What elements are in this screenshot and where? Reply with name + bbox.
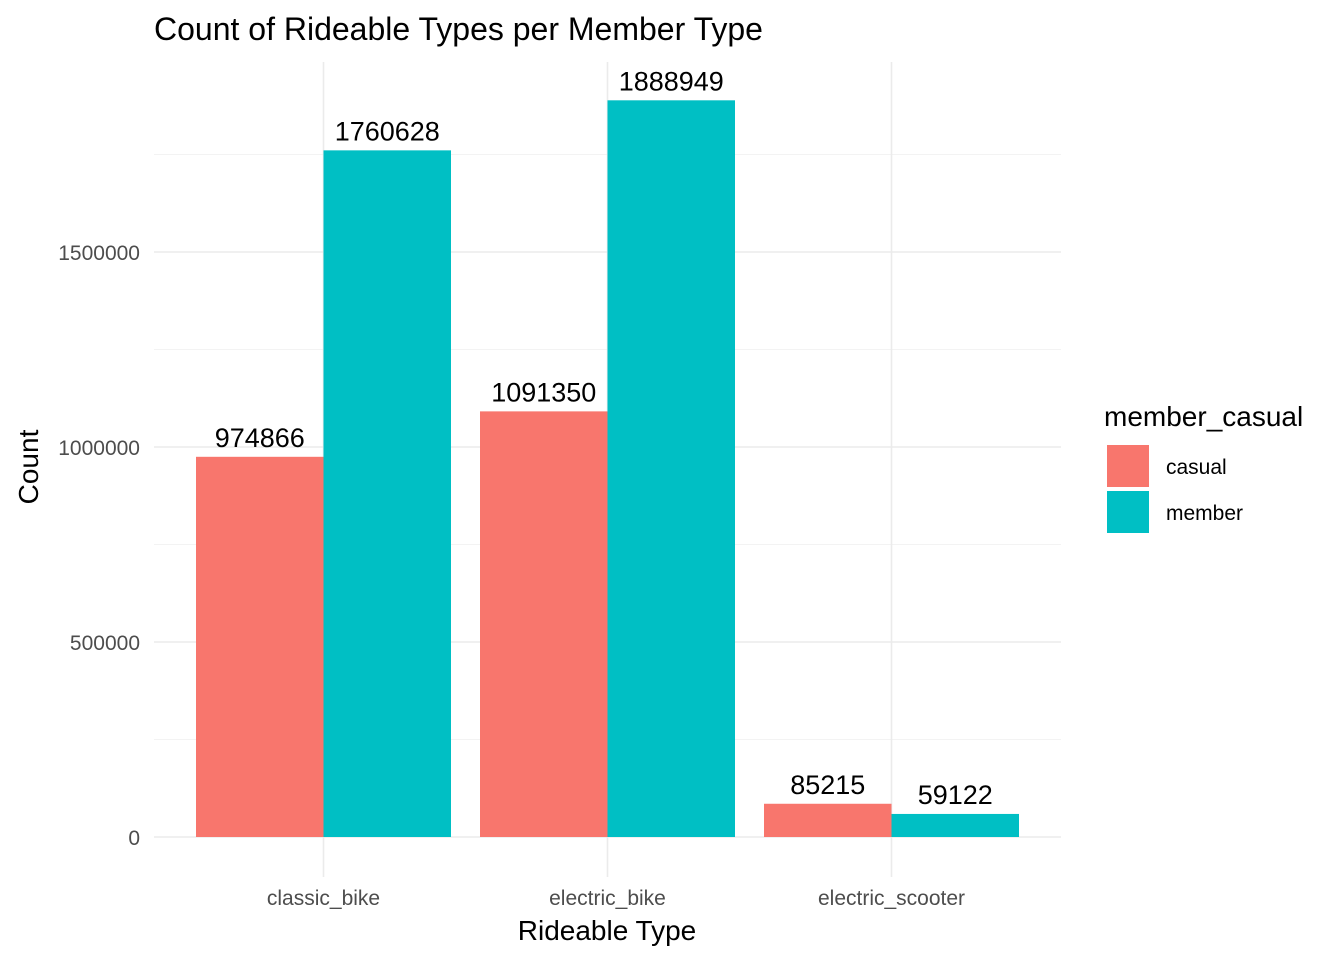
bars: [196, 100, 1019, 838]
legend-label-casual: casual: [1166, 456, 1227, 479]
bar-member-electric_bike: [607, 100, 735, 838]
data-labels: 974866 1760628 1091350 1888949 85215 59122: [215, 66, 993, 810]
x-tick-label-electric_scooter: electric_scooter: [818, 887, 965, 910]
legend-key-member: [1107, 491, 1149, 533]
legend-label-member: member: [1166, 502, 1243, 525]
legend-title: member_casual: [1104, 401, 1303, 432]
y-tick-label: 1000000: [58, 437, 140, 460]
legend-key-casual: [1107, 445, 1149, 487]
data-label-member-electric_bike: 1888949: [619, 66, 724, 96]
data-label-casual-electric_scooter: 85215: [790, 770, 865, 800]
bar-member-electric_scooter: [891, 813, 1019, 837]
legend: member_casual casual member: [1104, 401, 1303, 533]
y-axis-title: Count: [13, 429, 44, 504]
bar-casual-electric_scooter: [764, 803, 892, 837]
chart-title: Count of Rideable Types per Member Type: [154, 11, 763, 47]
data-label-casual-classic_bike: 974866: [215, 423, 305, 453]
data-label-member-electric_scooter: 59122: [918, 780, 993, 810]
x-tick-label-electric_bike: electric_bike: [549, 887, 666, 910]
y-tick-label: 1500000: [58, 242, 140, 265]
x-tick-label-classic_bike: classic_bike: [267, 887, 380, 910]
x-axis-ticks: classic_bike electric_bike electric_scoote…: [267, 887, 965, 910]
data-label-casual-electric_bike: 1091350: [491, 377, 596, 407]
y-tick-label: 500000: [70, 632, 140, 655]
bar-casual-electric_bike: [480, 411, 608, 837]
y-tick-label: 0: [128, 827, 140, 850]
x-axis-title: Rideable Type: [518, 915, 697, 946]
y-axis-ticks: 0 500000 1000000 1500000: [58, 242, 140, 850]
bar-member-classic_bike: [323, 150, 451, 837]
bar-casual-classic_bike: [196, 456, 324, 837]
data-label-member-classic_bike: 1760628: [335, 116, 440, 146]
